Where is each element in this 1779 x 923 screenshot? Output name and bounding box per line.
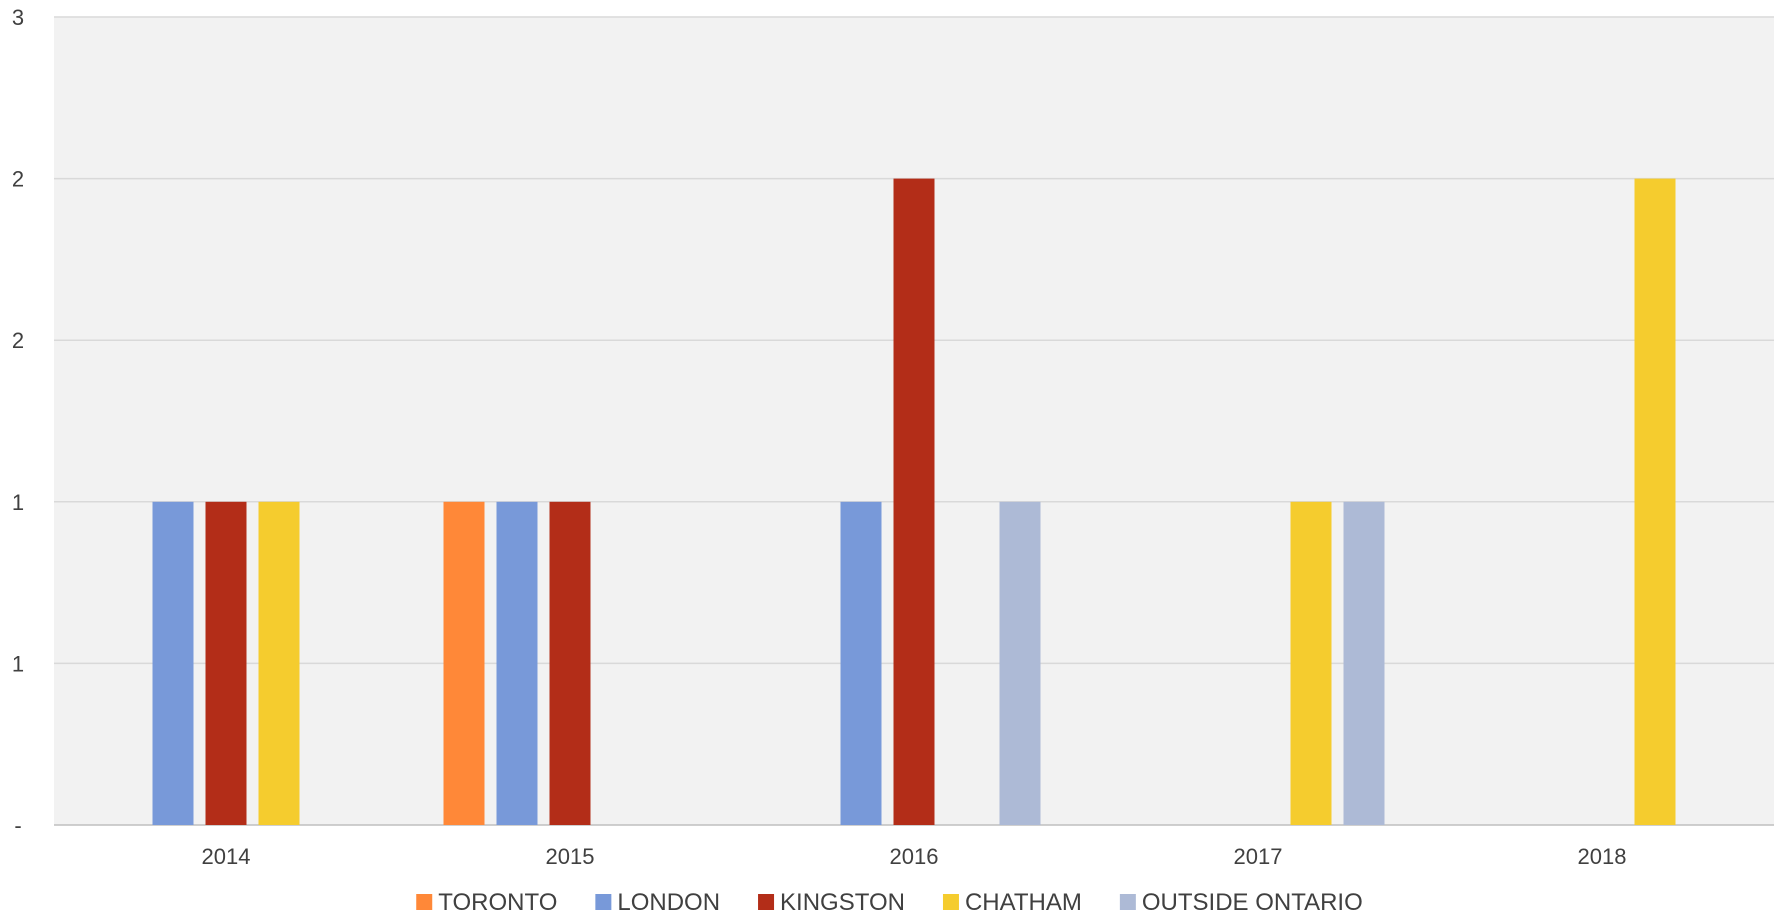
legend-label: OUTSIDE ONTARIO: [1142, 889, 1363, 916]
legend: TORONTO LONDON KINGSTON CHATHAM OUTSIDE ONTA…: [416, 889, 1363, 916]
x-tick-label: 2014: [202, 844, 251, 869]
legend-label: LONDON: [617, 889, 720, 916]
x-tick-label: 2015: [546, 844, 595, 869]
legend-swatch: [595, 894, 612, 910]
x-tick-label: 2016: [890, 844, 939, 869]
y-tick-label: 2: [12, 328, 24, 353]
x-tick-label: 2018: [1578, 844, 1627, 869]
x-tick-label: 2017: [1234, 844, 1283, 869]
legend-item-london: LONDON: [595, 889, 720, 916]
legend-swatch: [1119, 894, 1136, 910]
bar-kingston-2014: [205, 501, 247, 825]
bar-london-2016: [840, 501, 882, 825]
bar-toronto-2015: [443, 501, 485, 825]
legend-item-kingston: KINGSTON: [758, 889, 905, 916]
legend-swatch: [416, 894, 433, 910]
bar-kingston-2016: [893, 178, 935, 826]
legend-item-toronto: TORONTO: [416, 889, 557, 916]
bars: [152, 178, 1676, 826]
y-tick-label: 1: [12, 490, 24, 515]
legend-item-chatham: CHATHAM: [942, 889, 1082, 916]
bar-outside-ontario-2016: [999, 501, 1041, 825]
y-tick-label: -: [14, 813, 21, 838]
bar-outside-ontario-2017: [1343, 501, 1385, 825]
bar-london-2014: [152, 501, 194, 825]
x-axis-ticks: 2014 2015 2016 2017 2018: [202, 844, 1627, 869]
bar-chatham-2017: [1290, 501, 1332, 825]
legend-swatch: [758, 894, 775, 910]
y-axis-ticks: - 1 1 2 2 3: [12, 5, 24, 838]
legend-swatch: [942, 894, 959, 910]
y-tick-label: 2: [12, 167, 24, 192]
bar-chatham-2018: [1634, 178, 1676, 826]
legend-label: CHATHAM: [965, 889, 1082, 916]
y-tick-label: 3: [12, 5, 24, 30]
legend-item-outside-ontario: OUTSIDE ONTARIO: [1119, 889, 1363, 916]
bar-london-2015: [496, 501, 538, 825]
y-tick-label: 1: [12, 651, 24, 676]
legend-label: TORONTO: [438, 889, 557, 916]
bar-kingston-2015: [549, 501, 591, 825]
legend-label: KINGSTON: [780, 889, 905, 916]
bar-chatham-2014: [258, 501, 300, 825]
